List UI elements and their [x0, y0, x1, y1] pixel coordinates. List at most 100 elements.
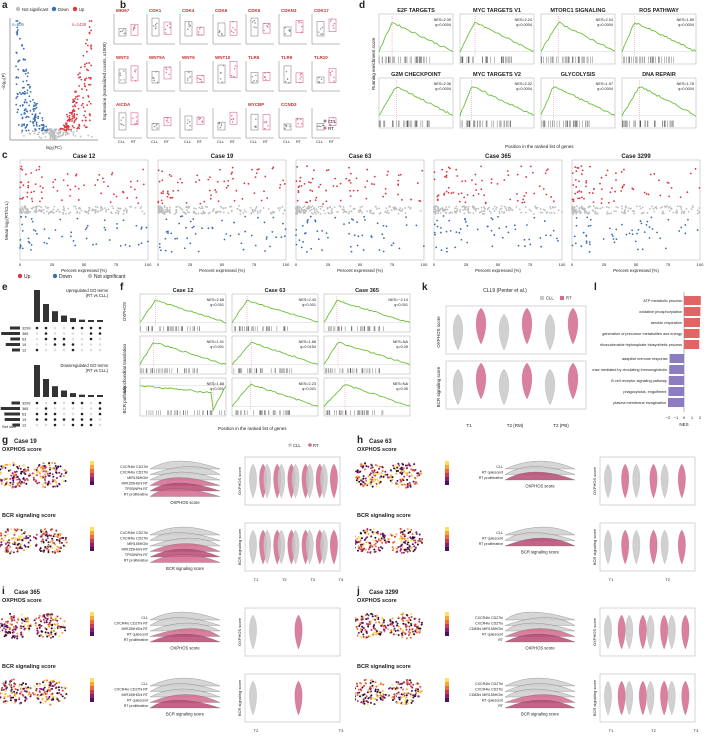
umap-cell	[43, 621, 46, 624]
ma-point-down	[580, 245, 583, 248]
ma-point-up	[574, 166, 577, 168]
volcano-point	[73, 119, 76, 122]
box-point	[132, 29, 135, 31]
ma-point-up	[533, 192, 536, 195]
violin	[499, 313, 509, 351]
ma-point-up	[309, 181, 312, 184]
ma-point-down	[223, 238, 226, 241]
ridge	[504, 617, 576, 626]
ma-point-ns	[480, 206, 483, 209]
box-point	[333, 27, 335, 29]
gsea-frame	[621, 77, 697, 129]
upset-dot	[71, 412, 75, 416]
ma-point-up	[162, 192, 164, 195]
ma-point-ns	[281, 205, 284, 208]
ma-point-up	[235, 189, 238, 192]
volcano-point	[73, 104, 76, 107]
ma-point-down	[229, 234, 232, 237]
ma-point-down	[645, 224, 648, 226]
ma-point-ns	[175, 211, 178, 214]
umap-cell	[362, 477, 365, 480]
box-point	[197, 77, 199, 79]
umap-cell	[356, 627, 359, 630]
umap-cell	[407, 549, 410, 552]
umap-cell	[37, 697, 40, 700]
volcano-point	[45, 125, 48, 128]
ma-point-down	[19, 244, 22, 246]
umap-cell	[54, 633, 57, 636]
ma-point-up	[615, 179, 617, 182]
label-text: NES=NA	[393, 382, 409, 386]
volcano-point	[67, 119, 70, 121]
ma-point-up	[613, 200, 615, 203]
volcano-point	[27, 116, 30, 118]
label-text: Set size	[2, 424, 17, 429]
umap-cell	[59, 533, 62, 536]
ma-point-down	[436, 219, 438, 222]
label-text: 0	[295, 262, 298, 267]
ma-point-down	[295, 243, 298, 246]
label-text: 25	[464, 262, 469, 267]
label-text: MYC TARGETS V1	[473, 8, 521, 14]
box-point	[156, 81, 159, 84]
ma-point-up	[667, 182, 670, 184]
umap-cell	[362, 633, 365, 636]
umap-cell	[6, 700, 9, 703]
umap-cell	[406, 620, 409, 623]
ma-point-ns	[35, 207, 38, 210]
label-text: q<0.001	[302, 303, 316, 307]
ma-point-ns	[87, 210, 90, 213]
ma-point-down	[440, 249, 443, 252]
ma-point-up	[334, 177, 337, 180]
ma-point-up	[659, 194, 662, 197]
ma-point-ns	[278, 209, 281, 212]
box-point	[253, 19, 256, 22]
umap-cell	[0, 482, 3, 485]
volcano-point	[82, 106, 85, 109]
umap-cell	[393, 627, 396, 630]
ma-point-up	[167, 193, 170, 196]
umap-cell	[25, 697, 28, 700]
volcano-point	[71, 111, 74, 114]
ma-point-ns	[26, 209, 29, 212]
umap-cell	[372, 539, 375, 542]
volcano-ylabel: −log₁₀(P)	[1, 73, 6, 90]
ma-point-up	[355, 177, 358, 180]
panel-e: e Upregulated GO terms (RT vs CLL) 3299 365…	[0, 282, 115, 432]
upset-dot	[44, 332, 48, 335]
umap-cell	[361, 463, 364, 466]
ma-point-ns	[400, 209, 403, 212]
volcano-point	[25, 129, 28, 132]
volcano-point	[32, 122, 35, 124]
volcano-point	[89, 119, 91, 122]
ma-point-down	[648, 226, 651, 229]
ma-point-ns	[399, 207, 402, 209]
label-text: NES=2.68	[207, 298, 224, 302]
enrichment-curve	[323, 341, 411, 366]
violin-frame	[599, 607, 696, 657]
ma-point-ns	[320, 205, 322, 208]
umap-cell	[381, 689, 384, 692]
umap-cell	[38, 634, 41, 637]
ma-point-ns	[317, 205, 320, 208]
ma-point-down	[197, 250, 200, 253]
ma-point-ns	[668, 209, 671, 212]
umap-cell	[401, 535, 404, 538]
umap-cell	[374, 550, 377, 553]
umap-cell	[23, 469, 26, 472]
ma-point-up	[576, 166, 579, 169]
volcano-point	[89, 78, 92, 80]
label-text: GLYCOLYSIS	[561, 72, 596, 78]
volcano-point	[25, 110, 28, 112]
ma-point-down	[19, 238, 22, 241]
ma-point-up	[203, 200, 206, 203]
label-text: 63	[22, 413, 26, 417]
umap-cell	[20, 633, 23, 636]
label-text: CLL	[151, 140, 158, 144]
umap-cell	[397, 465, 400, 468]
box	[262, 114, 271, 131]
umap-cell	[35, 682, 38, 685]
label-text: CLL	[217, 140, 224, 144]
umap-cell	[3, 623, 6, 626]
ma-point-up	[433, 178, 436, 181]
